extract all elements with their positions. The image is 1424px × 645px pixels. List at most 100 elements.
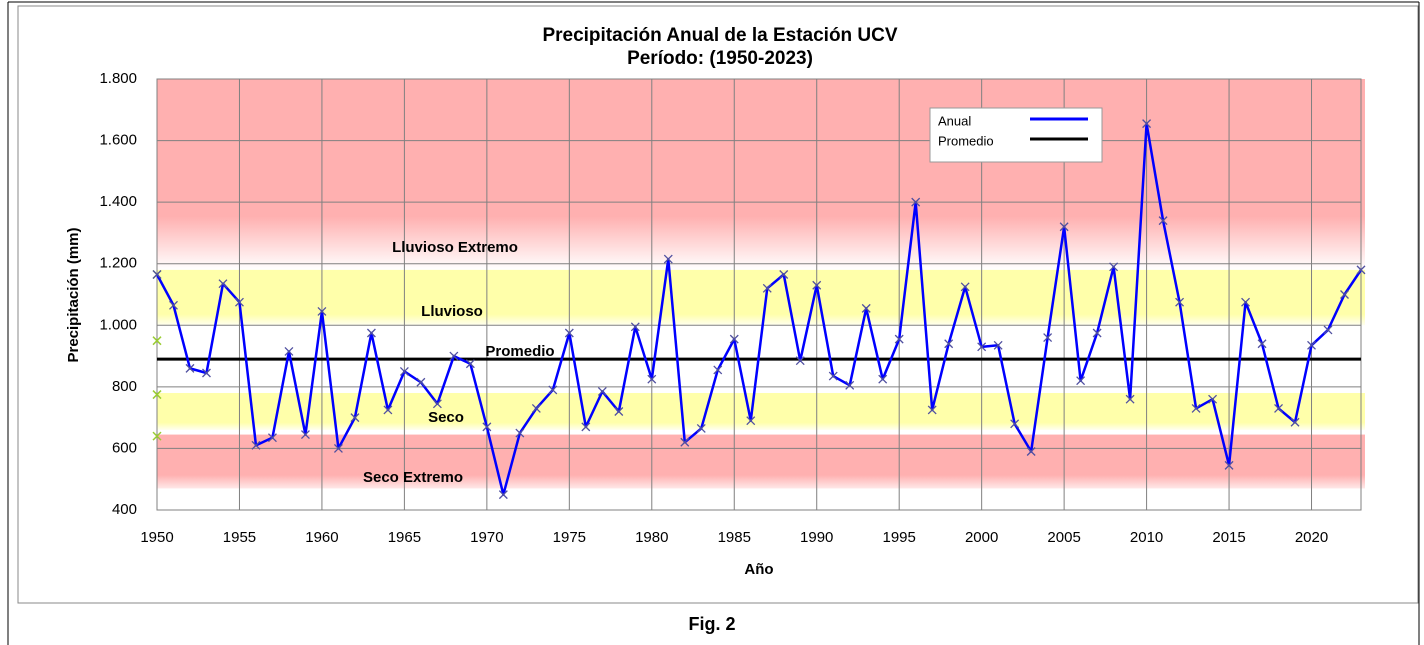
point-marker: [1142, 119, 1152, 129]
x-tick-label: 2005: [1047, 529, 1080, 546]
legend-box: [929, 107, 1103, 163]
x-tick-label: 1950: [140, 529, 173, 546]
point-marker: [597, 387, 607, 396]
band-label: Lluvioso Extremo: [392, 239, 518, 256]
point-marker: [911, 197, 921, 207]
point-marker: [1175, 297, 1185, 307]
average-label: Promedio: [485, 343, 554, 360]
point-marker: [1059, 222, 1069, 232]
point-marker: [663, 254, 673, 264]
point-marker: [1092, 328, 1102, 338]
point-marker: [1323, 325, 1333, 335]
point-marker: [267, 433, 277, 443]
point-marker: [300, 430, 310, 440]
point-marker: [498, 490, 508, 500]
point-marker: [482, 422, 492, 432]
point-marker: [647, 374, 657, 384]
y-tick-label: 1.800: [99, 70, 137, 87]
x-tick-label: 1985: [718, 529, 751, 546]
band: [157, 79, 1365, 270]
x-tick-label: 1995: [883, 529, 916, 546]
point-marker: [251, 440, 261, 450]
point-marker: [1043, 333, 1053, 343]
point-marker: [614, 407, 624, 416]
point-marker: [1010, 419, 1020, 429]
point-marker: [1257, 339, 1267, 349]
point-marker: [1224, 460, 1234, 470]
point-marker: [861, 303, 871, 313]
point-marker: [399, 367, 409, 376]
series-line: [155, 122, 1363, 496]
chart-subtitle: Período: (1950-2023): [627, 48, 813, 69]
point-marker: [630, 322, 640, 332]
point-marker: [977, 342, 987, 352]
point-marker: [350, 413, 360, 423]
legend-label: Promedio: [938, 133, 994, 148]
point-marker: [1241, 297, 1251, 307]
point-marker: [284, 346, 294, 356]
band-label: Lluvioso: [421, 303, 483, 320]
y-tick-label: 400: [112, 501, 137, 518]
point-marker: [878, 374, 888, 384]
point-marker: [944, 339, 954, 349]
point-marker: [1026, 447, 1036, 456]
x-tick-label: 1960: [305, 529, 338, 546]
x-tick-label: 1975: [553, 529, 586, 546]
point-marker: [185, 363, 195, 373]
point-marker: [1191, 403, 1201, 413]
x-tick-label: 2015: [1212, 529, 1245, 546]
point-marker: [993, 340, 1003, 350]
point-marker: [169, 300, 178, 310]
point-marker: [746, 416, 756, 426]
point-marker: [1307, 340, 1316, 350]
point-marker: [317, 306, 327, 316]
x-tick-label: 2020: [1295, 529, 1328, 546]
point-marker: [779, 270, 789, 279]
point-marker: [1076, 376, 1086, 386]
point-marker: [680, 437, 690, 447]
band: [157, 269, 1365, 326]
point-marker: [152, 270, 162, 279]
point-marker: [432, 399, 442, 409]
point-marker: [845, 380, 855, 390]
chart-title: Precipitación Anual de la Estación UCV: [542, 25, 897, 46]
point-marker: [729, 334, 739, 344]
y-axis-label: Precipitación (mm): [65, 227, 82, 362]
point-marker: [218, 279, 228, 289]
point-marker: [713, 365, 723, 375]
point-marker: [828, 371, 838, 381]
point-marker: [696, 423, 706, 433]
x-tick-label: 2010: [1130, 529, 1163, 546]
x-tick-label: 1970: [470, 529, 503, 546]
band-label: Seco Extremo: [363, 469, 463, 486]
point-marker: [449, 351, 459, 361]
y-tick-label: 600: [112, 439, 137, 456]
point-marker: [1356, 265, 1366, 275]
point-marker: [960, 282, 970, 292]
point-marker: [581, 422, 591, 432]
point-marker: [1340, 290, 1349, 299]
y-tick-label: 1.600: [99, 132, 137, 149]
y-tick-label: 1.000: [99, 316, 137, 333]
point-marker: [894, 334, 904, 344]
y-tick-label: 800: [112, 378, 137, 395]
point-marker: [1274, 403, 1283, 413]
band-label: Seco: [428, 409, 464, 426]
point-marker: [548, 385, 558, 395]
point-marker: [531, 403, 541, 413]
point-marker: [795, 356, 805, 366]
point-marker: [515, 428, 525, 438]
point-marker: [1158, 216, 1168, 226]
point-marker: [366, 328, 376, 338]
point-marker: [762, 283, 772, 293]
x-tick-label: 1955: [223, 529, 256, 546]
threshold-marker: [152, 336, 162, 346]
point-marker: [1208, 394, 1218, 404]
point-marker: [1290, 417, 1300, 427]
point-marker: [465, 359, 475, 369]
point-marker: [202, 368, 211, 378]
x-axis-label: Año: [744, 561, 773, 578]
threshold-marker: [152, 431, 162, 441]
